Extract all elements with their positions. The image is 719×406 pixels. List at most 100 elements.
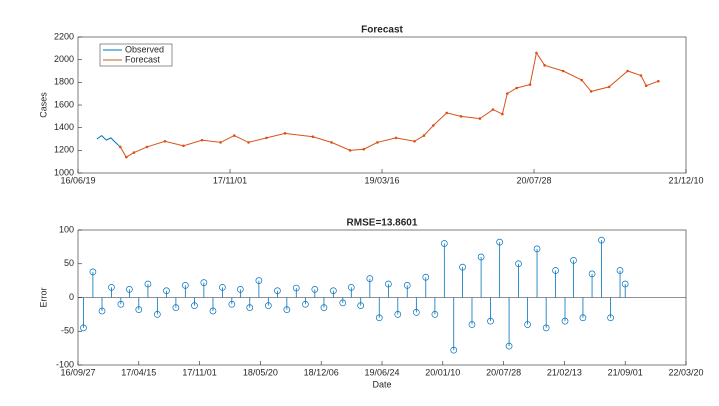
stem-marker (440, 240, 448, 247)
point (432, 124, 435, 127)
stem-marker (144, 280, 152, 288)
point (232, 134, 236, 137)
y-tick-label: 2000 (54, 54, 74, 64)
point (362, 147, 366, 151)
stem-marker (283, 306, 291, 313)
x-tick-label: 20/07/28 (516, 175, 551, 185)
stem-marker (117, 300, 125, 308)
legend-label: Forecast (125, 54, 161, 64)
point (283, 132, 287, 135)
x-tick-label: 19/03/16 (364, 175, 399, 185)
point (491, 108, 495, 111)
y-tick-label: 1200 (54, 145, 74, 155)
x-tick-label: 18/12/06 (304, 367, 339, 377)
point (247, 141, 250, 144)
point (535, 51, 538, 55)
point (330, 141, 333, 144)
stem-marker (487, 317, 494, 325)
stem-marker (413, 309, 420, 316)
point (445, 111, 449, 115)
stem-marker (135, 306, 143, 313)
point (200, 138, 204, 142)
stem-marker (292, 284, 300, 292)
point (145, 145, 149, 149)
stem-marker (515, 260, 522, 268)
point (626, 69, 629, 73)
point (348, 149, 352, 152)
point (589, 90, 593, 93)
stem-marker (347, 284, 355, 291)
stem-marker (366, 275, 374, 282)
stem-marker (477, 253, 485, 261)
stem-marker (561, 317, 569, 325)
point (265, 136, 268, 140)
point (657, 79, 660, 83)
stem-marker (552, 267, 559, 274)
stem-marker (621, 280, 629, 288)
stem-marker (607, 314, 614, 322)
y-tick-label: 0 (69, 292, 74, 302)
point (182, 144, 185, 148)
point (422, 134, 426, 137)
point (580, 78, 584, 82)
y-tick-label: -100 (56, 359, 74, 369)
stem-marker (579, 314, 587, 322)
point (219, 141, 222, 144)
stem-marker (468, 321, 476, 328)
y-tick-label: 50 (64, 258, 74, 268)
stem-marker (181, 282, 189, 289)
point (644, 84, 648, 88)
chart-title: RMSE=13.8601 (347, 218, 418, 229)
point (125, 155, 128, 159)
stem-marker (616, 267, 624, 274)
x-tick-label: 19/06/24 (364, 367, 399, 377)
stem-marker (394, 311, 402, 318)
point (163, 139, 167, 143)
y-tick-label: 100 (59, 224, 74, 234)
x-tick-label: 21/12/10 (668, 175, 703, 185)
point (528, 83, 532, 86)
stem-marker (524, 321, 531, 328)
legend-label: Observed (125, 44, 164, 54)
point (561, 69, 565, 73)
x-tick-label: 20/07/28 (486, 367, 521, 377)
point (501, 112, 504, 116)
stem-marker (588, 270, 596, 278)
stem-marker (339, 299, 347, 307)
stem-marker (80, 324, 87, 332)
stem-marker (533, 245, 541, 253)
point (505, 92, 509, 95)
point (311, 135, 315, 139)
stem-marker (302, 300, 309, 308)
x-tick-label: 18/05/20 (243, 367, 278, 377)
stem-marker (255, 277, 263, 284)
stem-marker (385, 280, 392, 288)
point (118, 145, 122, 149)
stem-marker (330, 287, 337, 295)
series-line (96, 134, 121, 148)
stem-marker (191, 302, 198, 309)
stem-marker (108, 284, 115, 291)
y-axis-label: Cases (38, 92, 48, 118)
stem-marker (570, 257, 577, 264)
stem-marker (219, 284, 226, 291)
stem-marker (505, 342, 513, 350)
point (543, 64, 546, 67)
stem-marker (228, 300, 236, 308)
stem-marker (598, 236, 605, 244)
point (515, 86, 518, 90)
stem-marker (200, 279, 208, 286)
stem-marker (126, 286, 133, 293)
x-tick-label: 16/06/19 (60, 175, 95, 185)
x-tick-label: 21/02/13 (547, 367, 582, 377)
y-tick-label: -50 (61, 326, 74, 336)
y-axis-label: Error (38, 287, 48, 307)
stem-marker (431, 311, 439, 318)
point (639, 74, 643, 77)
x-tick-label: 17/04/15 (121, 367, 156, 377)
stem-marker (320, 304, 328, 311)
stem-marker (153, 311, 161, 318)
chart-title: Forecast (361, 25, 403, 36)
point (413, 139, 416, 143)
